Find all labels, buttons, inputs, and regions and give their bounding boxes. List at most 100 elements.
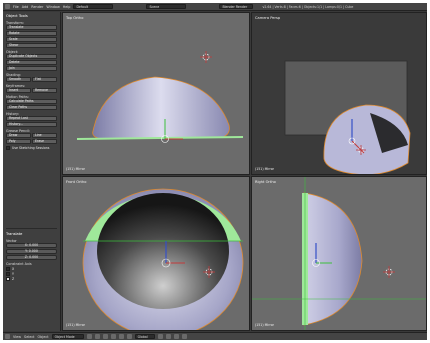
x-axis-arrow: [351, 140, 365, 154]
axis-z-label: Z: [12, 276, 15, 281]
manipulator-icon[interactable]: [102, 334, 108, 339]
operator-panel-title[interactable]: Translate: [6, 232, 23, 236]
layers-icon[interactable]: [165, 334, 171, 339]
section-keyframes: Keyframes:: [6, 84, 26, 88]
layers-icon[interactable]: [157, 334, 163, 339]
checkbox-box[interactable]: [6, 266, 10, 271]
axis-x-label: X: [12, 266, 15, 271]
history-button[interactable]: History...: [6, 122, 57, 127]
gp-line-button[interactable]: Line: [32, 133, 57, 138]
ground-green-line: [76, 136, 244, 140]
shade-flat-button[interactable]: Flat: [32, 77, 57, 82]
scale-manipulator-icon[interactable]: [126, 334, 132, 339]
clear-paths-button[interactable]: Clear Paths: [6, 105, 57, 110]
menu-file[interactable]: File: [13, 4, 19, 9]
gp-draw-button[interactable]: Draw: [6, 133, 31, 138]
vector-z-field[interactable]: Z: 0.000: [6, 255, 57, 260]
viewport-footer: (151) Mirror: [66, 323, 85, 327]
axis-x-checkbox[interactable]: X: [6, 266, 57, 271]
bowl-interior: [97, 193, 229, 309]
scene-field[interactable]: Scene: [146, 4, 187, 9]
gp-poly-button[interactable]: Poly: [6, 139, 31, 144]
viewport-right-ortho[interactable]: Right Ortho (151) Mirror: [251, 176, 427, 331]
viewport-top-ortho[interactable]: Top Ortho (151) Mirror: [62, 12, 250, 175]
editor-type-icon[interactable]: [5, 334, 10, 339]
constraint-axis-label: Constraint Axis: [6, 262, 32, 266]
use-sketching-checkbox[interactable]: Use Sketching Sessions: [6, 145, 57, 150]
rotate-button[interactable]: Rotate: [6, 31, 57, 36]
section-grease-pencil: Grease Pencil:: [6, 129, 31, 133]
viewport-label: Right Ortho: [255, 180, 276, 184]
object-origin: [161, 258, 171, 268]
vector-label: Vector: [6, 239, 17, 243]
3d-cursor[interactable]: [203, 266, 215, 278]
checkbox-box[interactable]: [6, 276, 10, 281]
3d-cursor[interactable]: [200, 51, 212, 63]
mode-select[interactable]: Object Mode: [51, 334, 84, 339]
section-shading: Shading:: [6, 73, 21, 77]
viewport-camera-persp[interactable]: Camera Persp (151) Mirror: [251, 12, 427, 175]
panel-title-object-tools[interactable]: Object Tools: [6, 14, 28, 18]
axis-z-checkbox[interactable]: Z: [6, 276, 57, 281]
translate-button[interactable]: Translate: [6, 25, 57, 30]
render-icon[interactable]: [181, 334, 187, 339]
shade-smooth-button[interactable]: Smooth: [6, 77, 31, 82]
blender-window: File Add Render Window Help Default Scen…: [3, 3, 427, 340]
dome-side-mesh[interactable]: [303, 192, 363, 326]
viewport-label: Front Ortho: [66, 180, 87, 184]
duplicate-objects-button[interactable]: Duplicate Objects: [6, 54, 57, 59]
axis-y-checkbox[interactable]: Y: [6, 271, 57, 276]
info-header: File Add Render Window Help Default Scen…: [3, 3, 427, 11]
viewport-footer: (151) Mirror: [255, 323, 274, 327]
section-history: History:: [6, 112, 19, 116]
dome-mesh[interactable]: [92, 76, 230, 140]
menu-view[interactable]: View: [13, 334, 22, 339]
transform-orientation-select[interactable]: Global: [134, 334, 155, 339]
gp-erase-button[interactable]: Erase: [32, 139, 57, 144]
screen-layout-field[interactable]: Default: [73, 4, 114, 9]
front-ortho-scene: [82, 188, 244, 330]
section-transform: Transform:: [6, 21, 25, 25]
3d-cursor[interactable]: [383, 266, 395, 278]
menu-help[interactable]: Help: [62, 4, 71, 9]
menu-object[interactable]: Object: [37, 334, 49, 339]
calculate-paths-button[interactable]: Calculate Paths: [6, 99, 57, 104]
repeat-last-button[interactable]: Repeat Last: [6, 116, 57, 121]
join-button[interactable]: Join: [6, 66, 57, 71]
vector-x-field[interactable]: X: 0.000: [6, 243, 57, 248]
top-ortho-scene: [76, 51, 244, 143]
checkbox-box[interactable]: [6, 271, 10, 276]
translate-manipulator-icon[interactable]: [110, 334, 116, 339]
menu-add[interactable]: Add: [21, 4, 29, 9]
viewport-front-ortho[interactable]: Front Ortho (151) Mirror: [62, 176, 250, 331]
rotate-manipulator-icon[interactable]: [118, 334, 124, 339]
tool-shelf: Object Tools Transform: Translate Rotate…: [3, 12, 61, 331]
viewport-shading-icon[interactable]: [86, 334, 92, 339]
3d-cursor[interactable]: [356, 145, 366, 155]
vector-y-field[interactable]: Y: 0.000: [6, 249, 57, 254]
axis-y-label: Y: [12, 271, 14, 276]
insert-keyframe-button[interactable]: Insert: [6, 88, 31, 93]
object-origin: [348, 137, 356, 145]
menu-render[interactable]: Render: [31, 4, 44, 9]
scale-button[interactable]: Scale: [6, 37, 57, 42]
remove-keyframe-button[interactable]: Remove: [32, 88, 57, 93]
use-sketching-label: Use Sketching Sessions: [12, 145, 50, 150]
right-ortho-scene: [252, 177, 426, 330]
editor-type-icon[interactable]: [5, 4, 10, 9]
delete-button[interactable]: Delete: [6, 60, 57, 65]
section-object: Object:: [6, 50, 19, 54]
scene-stats: v2.64 | Verts:8 | Faces:6 | Objects:1/1 …: [262, 4, 354, 9]
render-engine-select[interactable]: Blender Render: [219, 4, 254, 9]
object-origin: [161, 135, 169, 143]
menu-select[interactable]: Select: [24, 334, 35, 339]
operator-divider: [6, 228, 57, 229]
pivot-point-icon[interactable]: [94, 334, 100, 339]
checkbox-box[interactable]: [6, 145, 10, 150]
snap-icon[interactable]: [173, 334, 179, 339]
viewport-footer: (151) Mirror: [66, 167, 85, 171]
3d-view-header: View Select Object Object Mode Global: [3, 332, 427, 340]
shear-button[interactable]: Shear: [6, 43, 57, 48]
viewport-footer: (151) Mirror: [255, 167, 274, 171]
menu-window[interactable]: Window: [46, 4, 60, 9]
